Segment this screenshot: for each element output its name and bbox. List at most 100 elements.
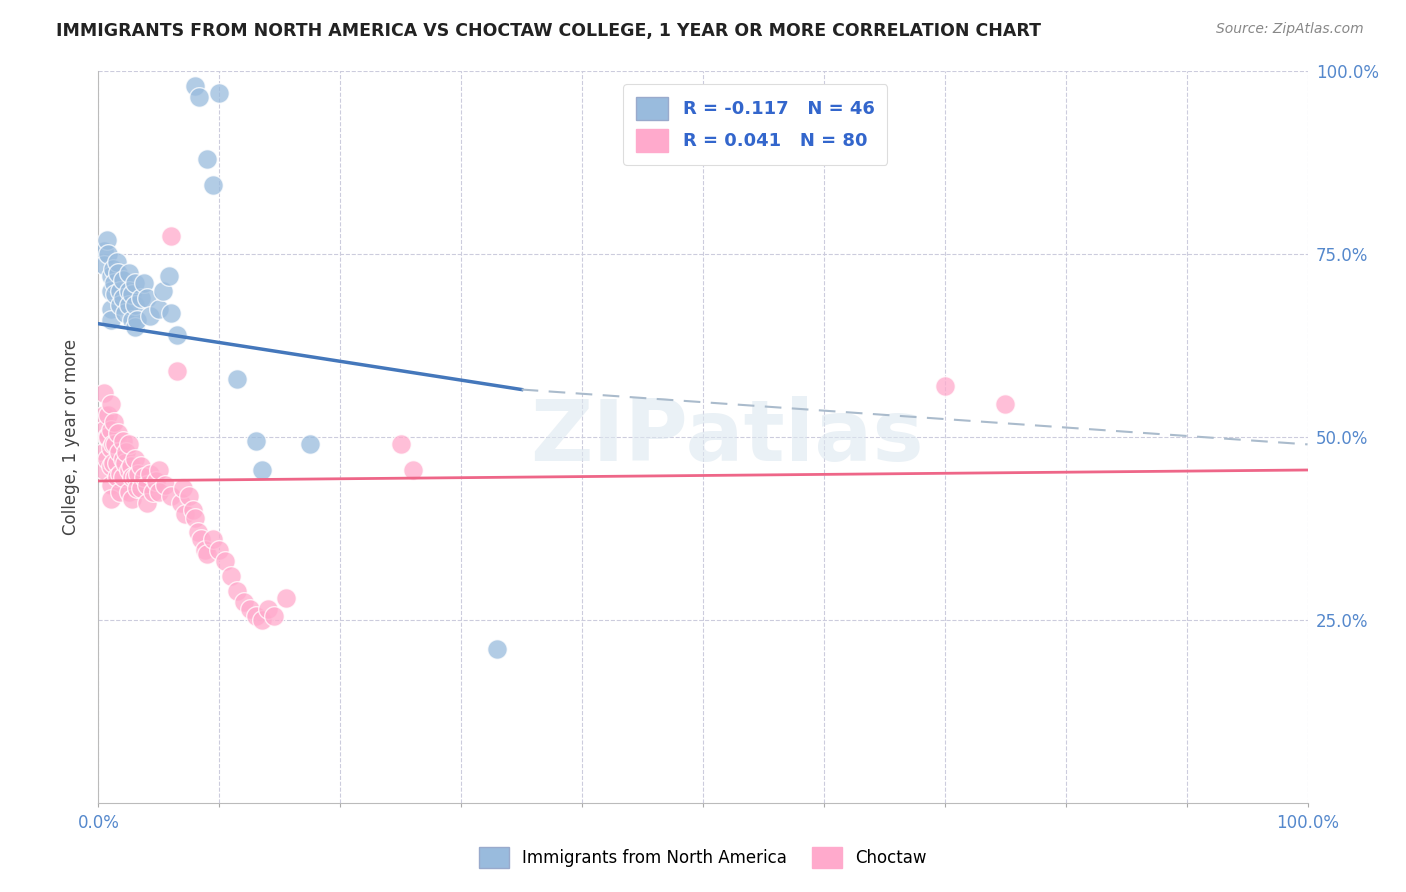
Point — [226, 583, 249, 598]
Point — [134, 470, 156, 484]
Point — [93, 244, 115, 258]
Point — [121, 313, 143, 327]
Point — [172, 481, 194, 495]
Point — [208, 87, 231, 101]
Legend: R = -0.117   N = 46, R = 0.041   N = 80: R = -0.117 N = 46, R = 0.041 N = 80 — [623, 84, 887, 165]
Point — [994, 397, 1017, 411]
Point — [97, 430, 120, 444]
Point — [118, 485, 141, 500]
Text: IMMIGRANTS FROM NORTH AMERICA VS CHOCTAW COLLEGE, 1 YEAR OR MORE CORRELATION CHA: IMMIGRANTS FROM NORTH AMERICA VS CHOCTAW… — [56, 22, 1042, 40]
Point — [169, 496, 191, 510]
Point — [250, 613, 273, 627]
Point — [208, 543, 231, 558]
Point — [135, 477, 157, 491]
Point — [148, 301, 170, 317]
Point — [127, 467, 149, 481]
Point — [111, 273, 134, 287]
Point — [114, 456, 136, 470]
Point — [108, 298, 131, 312]
Point — [166, 364, 188, 378]
Point — [97, 247, 120, 261]
Point — [221, 569, 243, 583]
Point — [115, 444, 138, 458]
Point — [100, 313, 122, 327]
Point — [202, 178, 225, 192]
Point — [100, 397, 122, 411]
Point — [129, 481, 152, 495]
Point — [93, 258, 115, 272]
Point — [100, 459, 122, 474]
Point — [129, 459, 152, 474]
Point — [121, 470, 143, 484]
Point — [100, 301, 122, 317]
Point — [245, 434, 267, 448]
Point — [148, 485, 170, 500]
Point — [181, 503, 204, 517]
Point — [118, 463, 141, 477]
Point — [232, 594, 254, 608]
Point — [105, 254, 128, 268]
Point — [202, 533, 225, 547]
Point — [97, 408, 120, 422]
Point — [226, 371, 249, 385]
Point — [153, 477, 176, 491]
Point — [160, 306, 183, 320]
Point — [184, 78, 207, 93]
Point — [105, 470, 128, 484]
Point — [389, 437, 412, 451]
Point — [114, 306, 136, 320]
Point — [174, 507, 197, 521]
Point — [108, 284, 131, 298]
Point — [299, 437, 322, 451]
Text: ZIPatlas: ZIPatlas — [530, 395, 924, 479]
Point — [93, 386, 115, 401]
Point — [111, 452, 134, 467]
Point — [187, 525, 209, 540]
Point — [118, 266, 141, 280]
Point — [139, 310, 162, 324]
Y-axis label: College, 1 year or more: College, 1 year or more — [62, 339, 80, 535]
Point — [104, 437, 127, 451]
Point — [166, 327, 188, 342]
Point — [160, 489, 183, 503]
Point — [127, 481, 149, 495]
Point — [124, 277, 146, 291]
Point — [101, 456, 124, 470]
Point — [129, 291, 152, 305]
Point — [118, 437, 141, 451]
Point — [118, 284, 141, 298]
Point — [195, 152, 218, 166]
Point — [195, 547, 218, 561]
Point — [239, 602, 262, 616]
Point — [124, 320, 146, 334]
Point — [486, 642, 509, 657]
Point — [934, 379, 956, 393]
Point — [134, 277, 156, 291]
Point — [100, 492, 122, 507]
Point — [118, 298, 141, 312]
Point — [101, 437, 124, 451]
Point — [96, 233, 118, 247]
Point — [93, 444, 115, 458]
Point — [190, 533, 212, 547]
Point — [135, 496, 157, 510]
Point — [124, 452, 146, 467]
Point — [93, 463, 115, 477]
Point — [184, 510, 207, 524]
Point — [100, 269, 122, 284]
Point — [256, 602, 278, 616]
Point — [96, 430, 118, 444]
Point — [101, 261, 124, 276]
Point — [194, 543, 217, 558]
Point — [121, 287, 143, 301]
Point — [127, 313, 149, 327]
Point — [120, 459, 142, 474]
Point — [108, 485, 131, 500]
Point — [103, 416, 125, 430]
Point — [108, 467, 131, 481]
Point — [179, 489, 201, 503]
Point — [100, 441, 122, 455]
Point — [124, 470, 146, 484]
Point — [100, 423, 122, 437]
Point — [96, 452, 118, 467]
